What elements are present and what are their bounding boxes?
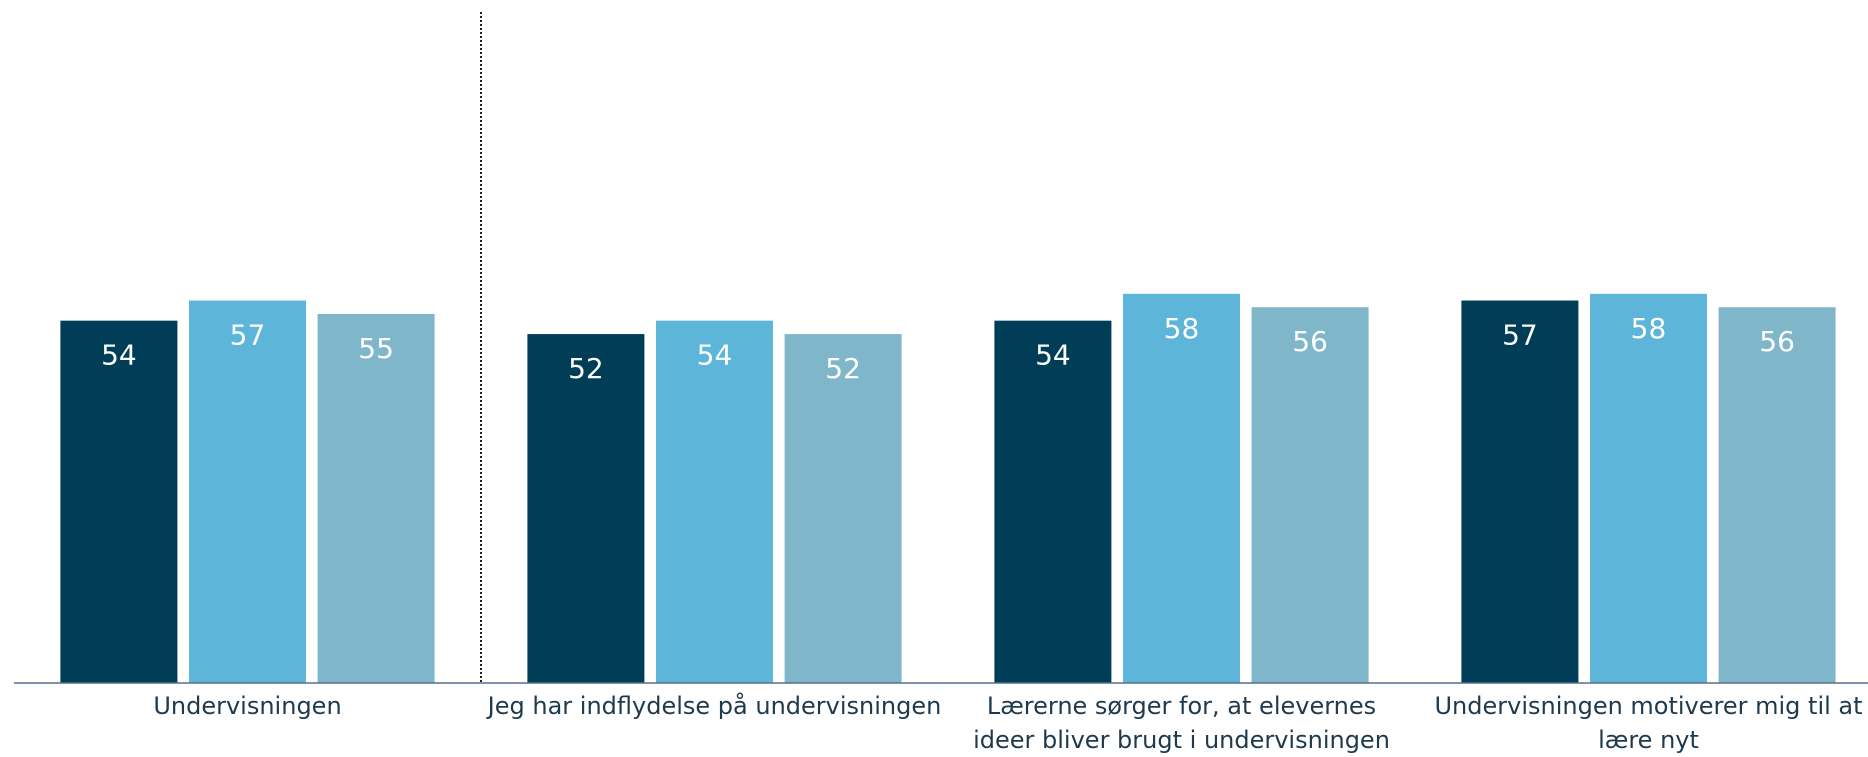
value-label: 56 <box>1292 325 1328 358</box>
value-label: 55 <box>358 332 394 365</box>
bar <box>189 300 306 683</box>
bar <box>1461 300 1579 683</box>
bar <box>1251 307 1369 683</box>
bar <box>994 320 1112 683</box>
value-label: 56 <box>1759 325 1795 358</box>
bar <box>1590 293 1707 683</box>
value-label: 52 <box>568 352 604 385</box>
value-label: 54 <box>101 339 137 372</box>
bar <box>1123 293 1240 683</box>
value-label: 57 <box>1502 319 1538 352</box>
value-label: 58 <box>1164 312 1200 345</box>
x-tick-label: Lærerne sørger for, at elevernes ideer b… <box>973 692 1390 754</box>
value-label: 52 <box>825 352 861 385</box>
bar <box>527 334 645 683</box>
x-tick-label: Jeg har indflydelse på undervisningen <box>487 692 942 720</box>
x-tick-label: Undervisningen motiverer mig til at lære… <box>1434 692 1863 754</box>
value-label: 54 <box>1035 339 1071 372</box>
bar <box>60 320 178 683</box>
bar <box>317 313 435 683</box>
bar <box>656 320 773 683</box>
bar <box>784 334 902 683</box>
value-label: 57 <box>230 319 266 352</box>
bar <box>1718 307 1836 683</box>
value-label: 54 <box>697 339 733 372</box>
value-label: 58 <box>1631 312 1667 345</box>
x-tick-label: Undervisningen <box>153 692 342 720</box>
